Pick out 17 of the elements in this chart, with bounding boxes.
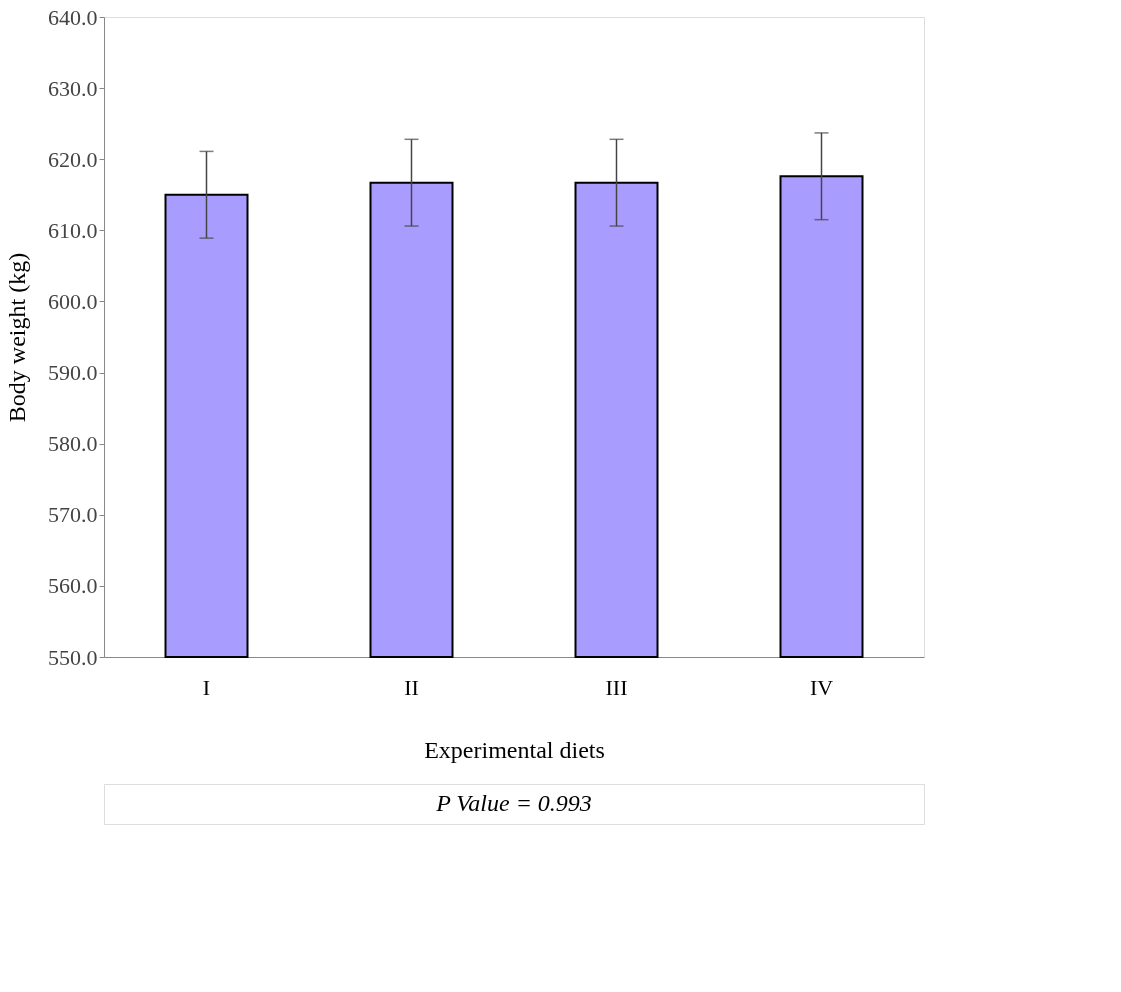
y-tick-label: 570.0	[48, 502, 98, 528]
y-tick-label: 630.0	[48, 75, 98, 101]
y-tick-label: 620.0	[48, 146, 98, 172]
y-tick-label: 590.0	[48, 360, 98, 386]
x-tick-label: II	[404, 674, 419, 700]
y-tick-label: 580.0	[48, 431, 98, 457]
x-tick-label: IV	[809, 674, 834, 700]
y-tick-label: 550.0	[48, 644, 98, 670]
text: P Value = 0.993	[435, 790, 592, 816]
y-tick-label: 610.0	[48, 217, 98, 243]
y-axis-title: Body weight (kg)	[4, 252, 30, 423]
y-tick-label: 640.0	[48, 4, 98, 30]
y-tick-label: 600.0	[48, 288, 98, 314]
x-axis-title: Experimental diets	[424, 736, 605, 763]
x-tick-label: III	[605, 674, 628, 700]
x-tick-label: I	[202, 674, 211, 700]
y-tick-label: 560.0	[48, 573, 98, 599]
